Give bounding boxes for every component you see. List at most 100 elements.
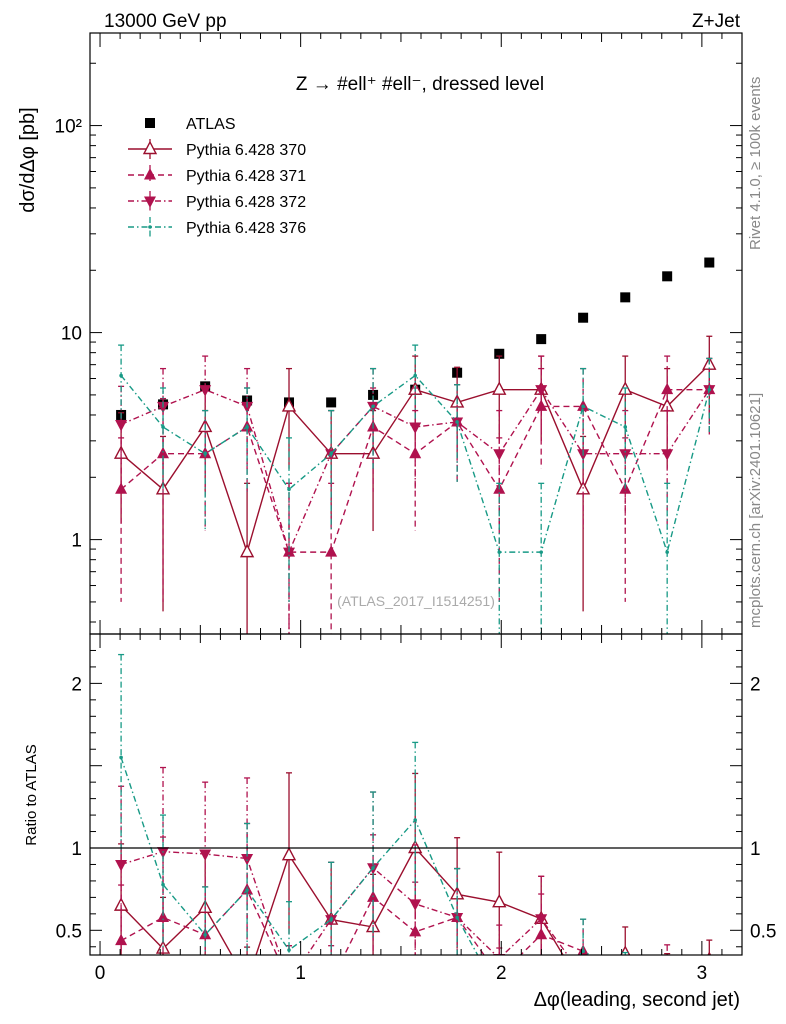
p376-marker bbox=[623, 425, 628, 429]
p372-marker bbox=[493, 449, 506, 461]
p372-ratio-marker bbox=[199, 849, 212, 861]
p376-marker bbox=[329, 451, 333, 456]
main-y-tick-label: 10² bbox=[55, 117, 82, 138]
rivet-label: Rivet 4.1.0, ≥ 100k events bbox=[747, 77, 764, 250]
p376-ratio-marker bbox=[707, 971, 711, 975]
mcplots-label: mcplots.cern.ch [arXiv:2401.10621] bbox=[747, 393, 764, 628]
x-axis-title: Δφ(leading, second jet) bbox=[534, 989, 740, 1011]
energy-label: 13000 GeV pp bbox=[104, 11, 227, 32]
p376-marker bbox=[497, 550, 502, 554]
p376-ratio-marker bbox=[119, 755, 123, 760]
legend-label: Pythia 6.428 370 bbox=[186, 142, 306, 159]
ratio-panel bbox=[90, 653, 742, 997]
p372-marker bbox=[241, 401, 254, 414]
p370-marker bbox=[281, 398, 297, 412]
p376-marker bbox=[413, 373, 417, 378]
legend-marker bbox=[148, 225, 152, 229]
ratio-y-tick-label-right: 0.5 bbox=[750, 921, 776, 942]
p370-ratio-marker bbox=[492, 893, 507, 908]
legend-label: ATLAS bbox=[186, 116, 236, 133]
legend-entry-p370: Pythia 6.428 370 bbox=[128, 139, 306, 159]
p376-marker bbox=[245, 425, 249, 429]
ratio-series-p376 bbox=[118, 653, 711, 997]
ratio-plot-area bbox=[113, 653, 713, 997]
p372-marker bbox=[115, 419, 128, 432]
p372-marker bbox=[535, 385, 548, 397]
p371-marker bbox=[325, 545, 338, 557]
p376-marker bbox=[665, 550, 669, 554]
p376-marker bbox=[203, 451, 207, 456]
p372-marker bbox=[283, 547, 296, 560]
x-tick-label: 2 bbox=[496, 963, 507, 984]
legend: ATLAS Pythia 6.428 370 Pythia 6.428 371 Pyt… bbox=[128, 116, 306, 237]
x-tick-label: 1 bbox=[295, 963, 306, 984]
p376-marker bbox=[707, 387, 712, 392]
plot-title: Z → #ell⁺ #ell⁻, dressed level bbox=[296, 74, 544, 95]
p372-ratio-marker bbox=[283, 977, 295, 988]
legend-label: Pythia 6.428 372 bbox=[186, 194, 306, 211]
p370-marker bbox=[239, 543, 255, 558]
legend-entry-p376: Pythia 6.428 376 bbox=[128, 217, 306, 237]
legend-entry-p371: Pythia 6.428 371 bbox=[128, 165, 306, 185]
p372-ratio-marker bbox=[115, 859, 128, 872]
p371-ratio-marker bbox=[325, 975, 337, 986]
p372-marker bbox=[157, 401, 170, 414]
analysis-tag: (ATLAS_2017_I1514251) bbox=[337, 593, 495, 609]
p371-marker bbox=[115, 482, 128, 494]
atlas-marker bbox=[326, 397, 337, 408]
atlas-marker bbox=[620, 292, 631, 303]
p372-marker bbox=[619, 449, 632, 461]
ratio-frame bbox=[89, 633, 743, 956]
atlas-marker bbox=[494, 348, 505, 359]
p376-ratio-marker bbox=[287, 948, 291, 952]
p376-ratio-marker bbox=[581, 949, 585, 954]
p372-marker bbox=[661, 449, 674, 461]
series-p376 bbox=[118, 344, 713, 634]
p376-ratio-marker bbox=[455, 915, 459, 920]
p376-marker bbox=[455, 420, 459, 424]
p370-marker bbox=[492, 381, 507, 395]
p372-ratio-marker bbox=[409, 899, 422, 911]
legend-entry-atlas: ATLAS bbox=[145, 116, 236, 133]
p376-marker bbox=[287, 487, 291, 492]
p376-marker bbox=[119, 373, 123, 378]
main-plot-area bbox=[113, 257, 717, 634]
p376-marker bbox=[539, 550, 543, 554]
p370-ratio-marker bbox=[241, 975, 253, 986]
legend-entry-p372: Pythia 6.428 372 bbox=[128, 191, 306, 211]
legend-marker bbox=[144, 196, 156, 208]
p372-ratio-marker bbox=[535, 914, 548, 926]
ratio-y-tick-label: 1 bbox=[71, 839, 82, 860]
main-panel bbox=[113, 257, 717, 634]
process-label: Z+Jet bbox=[692, 11, 741, 32]
p371-marker bbox=[661, 382, 674, 395]
p372-ratio-marker bbox=[577, 972, 589, 983]
ratio-y-tick-label: 0.5 bbox=[56, 921, 82, 942]
p376-ratio-marker bbox=[161, 882, 165, 887]
p371-marker bbox=[535, 399, 548, 411]
x-tick-label: 0 bbox=[95, 963, 106, 984]
p372-marker bbox=[409, 422, 422, 434]
main-y-tick-label: 1 bbox=[71, 531, 82, 552]
p376-ratio-marker bbox=[245, 888, 249, 892]
p376-marker bbox=[581, 404, 585, 409]
p376-ratio-marker bbox=[497, 993, 501, 997]
ratio-y-tick-label-right: 1 bbox=[750, 839, 761, 860]
p370-ratio-marker bbox=[661, 967, 673, 978]
legend-label: Pythia 6.428 376 bbox=[186, 220, 306, 237]
x-tick-label: 3 bbox=[697, 963, 708, 984]
ratio-y-tick-label: 2 bbox=[71, 674, 82, 695]
p371-ratio-marker bbox=[283, 975, 295, 986]
p371-marker bbox=[409, 446, 422, 459]
ratio-y-tick-label-right: 2 bbox=[750, 674, 761, 695]
atlas-marker bbox=[704, 257, 715, 268]
atlas-marker bbox=[662, 271, 673, 282]
p372-marker bbox=[199, 385, 212, 397]
p376-marker bbox=[161, 425, 165, 429]
legend-marker bbox=[142, 140, 158, 155]
atlas-marker bbox=[578, 312, 589, 323]
p376-ratio-marker bbox=[203, 932, 207, 937]
legend-marker bbox=[145, 118, 155, 128]
p376-ratio-marker bbox=[329, 917, 333, 922]
